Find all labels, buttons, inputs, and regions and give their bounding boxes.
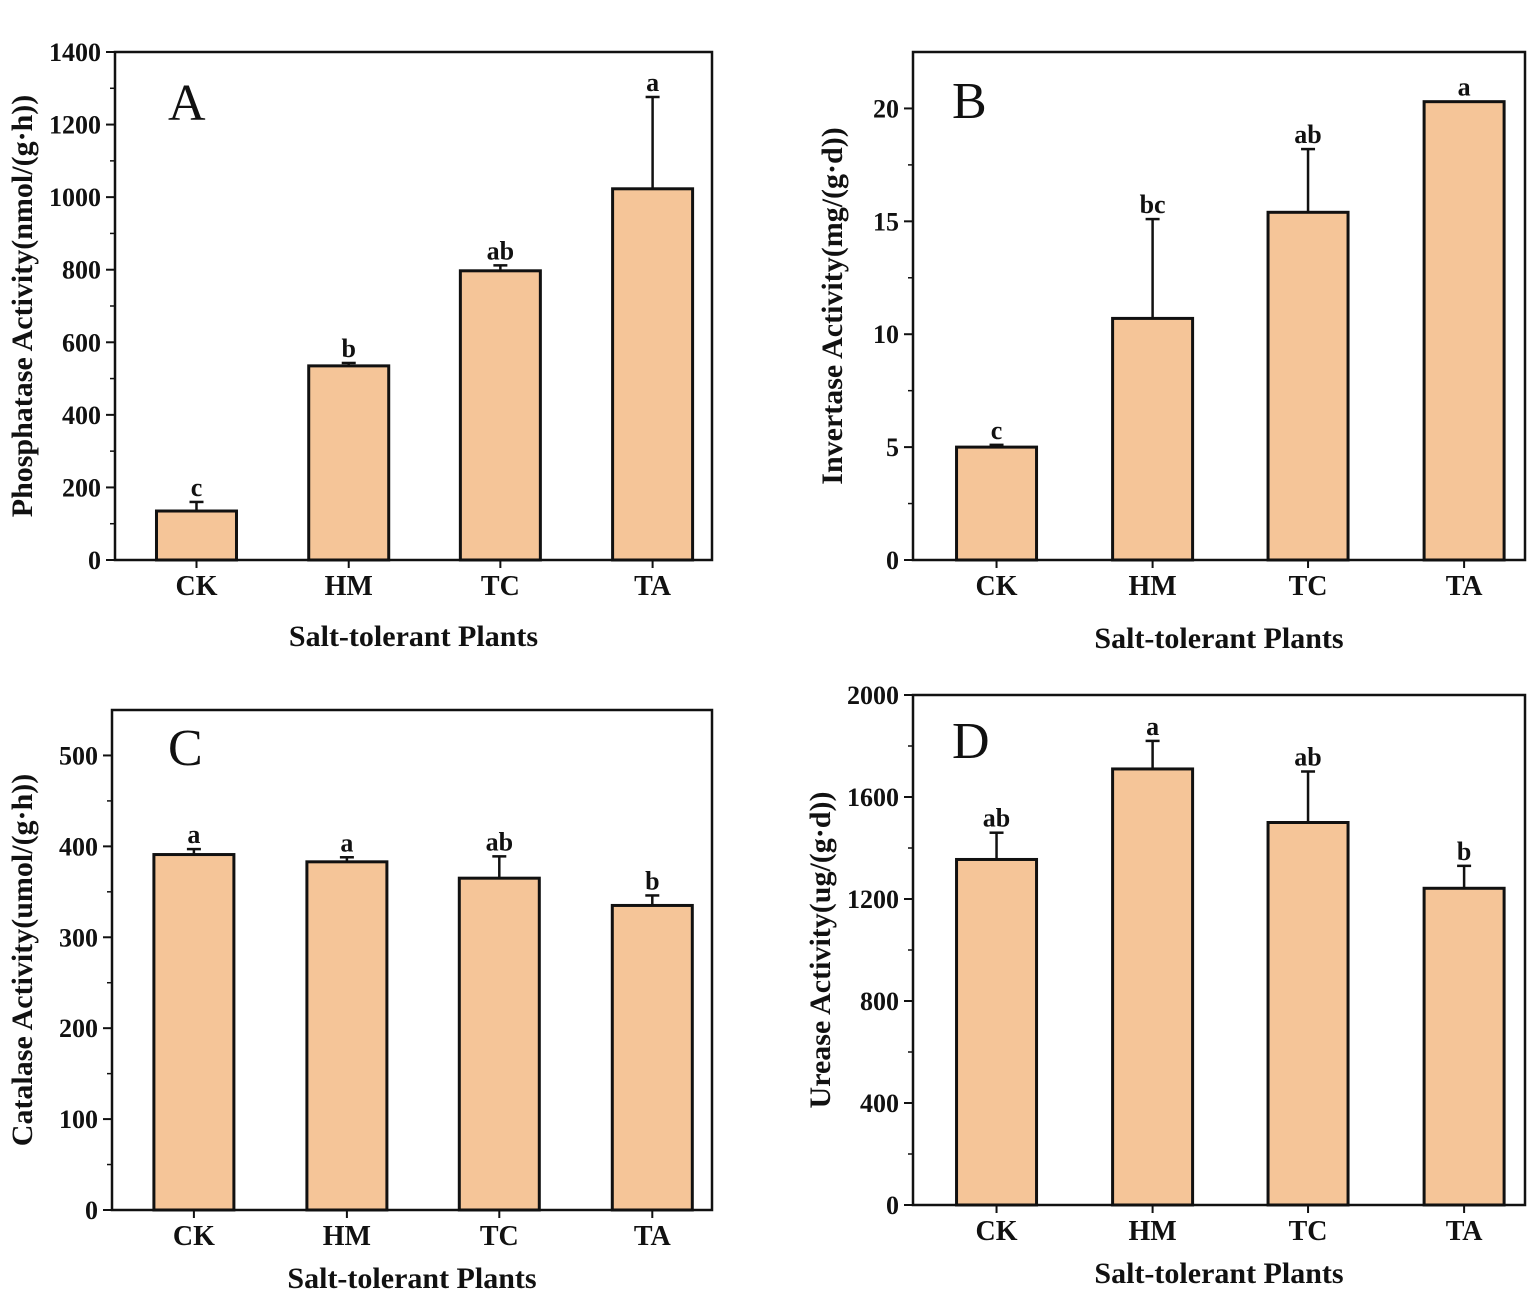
significance-label: b <box>341 334 355 363</box>
y-tick-label: 5 <box>886 433 899 462</box>
x-tick-label: TA <box>1446 571 1484 602</box>
y-tick-label: 20 <box>873 94 899 123</box>
panel-c: a CK a HM ab TC b TA 0 100 200 300 400 500 C Salt-toler… <box>6 708 714 1295</box>
bar-hm <box>1111 767 1195 1207</box>
x-tick-label: TC <box>1289 1216 1328 1247</box>
y-tick-label: 10 <box>873 320 899 349</box>
y-tick-label: 1000 <box>49 183 101 212</box>
significance-label: bc <box>1140 190 1166 219</box>
significance-label: c <box>191 473 203 502</box>
x-tick-label: HM <box>1128 1216 1176 1247</box>
significance-label: a <box>646 68 659 97</box>
x-axis-label: Salt-tolerant Plants <box>287 1262 536 1295</box>
bar-hm <box>307 364 391 562</box>
x-tick-label: TC <box>481 571 520 602</box>
bar-hm <box>1111 316 1195 562</box>
y-tick-label: 100 <box>59 1105 98 1134</box>
y-tick-label: 1200 <box>847 885 899 914</box>
y-tick-label: 800 <box>62 256 101 285</box>
x-tick-label: TA <box>634 571 672 602</box>
x-tick-label: TA <box>634 1221 672 1252</box>
y-tick-label: 0 <box>85 1196 98 1225</box>
y-tick-label: 500 <box>59 741 98 770</box>
panel-a: c CK b HM ab TC a TA 0 200 400 600 800 1000 1200 1400 A S… <box>6 38 714 653</box>
x-tick-label: HM <box>1128 571 1176 602</box>
plot-frame <box>911 50 1527 562</box>
significance-label: a <box>187 820 200 849</box>
y-tick-label: 2000 <box>847 681 899 710</box>
x-axis-label: Salt-tolerant Plants <box>1094 1257 1343 1290</box>
bar-ck <box>154 509 238 562</box>
y-tick-label: 400 <box>860 1089 899 1118</box>
x-tick-label: TA <box>1446 1216 1484 1247</box>
y-tick-label: 600 <box>62 328 101 357</box>
y-tick-label: 15 <box>873 207 899 236</box>
x-tick-label: CK <box>175 571 217 602</box>
plot-frame <box>113 50 714 562</box>
x-tick-label: CK <box>976 1216 1018 1247</box>
bar-ta <box>611 187 695 562</box>
x-axis-label: Salt-tolerant Plants <box>1094 622 1343 655</box>
bar-ck <box>152 853 236 1212</box>
significance-label: a <box>1146 712 1159 741</box>
y-tick-label: 400 <box>62 401 101 430</box>
y-tick-label: 1400 <box>49 38 101 67</box>
bar-hm <box>305 860 389 1212</box>
significance-label: b <box>645 866 659 895</box>
panel-letter: B <box>952 73 987 130</box>
x-tick-label: HM <box>325 571 373 602</box>
y-tick-label: 200 <box>59 1014 98 1043</box>
bar-ta <box>1422 886 1506 1207</box>
panel-letter: C <box>168 720 203 777</box>
bar-tc <box>1266 210 1350 562</box>
y-axis-label: Urease Activity(ug/(g·d)) <box>804 792 837 1109</box>
bar-tc <box>457 876 541 1212</box>
bar-ta <box>610 903 694 1212</box>
significance-label: c <box>991 416 1003 445</box>
plot-frame <box>911 693 1527 1207</box>
panel-letter: D <box>952 713 990 770</box>
bar-ta <box>1422 100 1506 562</box>
significance-label: a <box>340 828 353 857</box>
panel-d: ab CK a HM ab TC b TA 0 400 800 1200 1600 2000 D Salt-t… <box>804 681 1527 1290</box>
y-tick-label: 300 <box>59 923 98 952</box>
y-axis-label: Catalase Activity(umol/(g·h)) <box>6 774 39 1146</box>
x-tick-label: CK <box>976 571 1018 602</box>
significance-label: ab <box>1294 120 1321 149</box>
significance-label: ab <box>486 827 513 856</box>
y-tick-label: 0 <box>886 546 899 575</box>
x-tick-label: HM <box>323 1221 371 1252</box>
bar-tc <box>458 269 542 562</box>
significance-label: a <box>1458 73 1471 102</box>
bar-tc <box>1266 821 1350 1207</box>
significance-label: ab <box>487 236 514 265</box>
panel-letter: A <box>168 75 206 132</box>
y-tick-label: 0 <box>88 546 101 575</box>
x-tick-label: TC <box>480 1221 519 1252</box>
y-tick-label: 200 <box>62 473 101 502</box>
bar-ck <box>955 857 1039 1207</box>
bar-ck <box>955 445 1039 562</box>
x-axis-label: Salt-tolerant Plants <box>289 620 538 653</box>
y-tick-label: 800 <box>860 987 899 1016</box>
significance-label: b <box>1457 837 1471 866</box>
y-tick-label: 400 <box>59 832 98 861</box>
panel-b: c CK bc HM ab TC a TA 0 5 10 15 20 B Salt-tolerant Pla… <box>816 50 1527 655</box>
significance-label: ab <box>983 804 1010 833</box>
significance-label: ab <box>1294 743 1321 772</box>
y-tick-label: 0 <box>886 1191 899 1220</box>
x-tick-label: TC <box>1289 571 1328 602</box>
y-axis-label: Phosphatase Activity(nmol/(g·h)) <box>6 95 39 518</box>
y-tick-label: 1600 <box>847 783 899 812</box>
plot-frame <box>110 708 714 1212</box>
x-tick-label: CK <box>173 1221 215 1252</box>
y-tick-label: 1200 <box>49 111 101 140</box>
y-axis-label: Invertase Activity(mg/(g·d)) <box>816 127 849 484</box>
